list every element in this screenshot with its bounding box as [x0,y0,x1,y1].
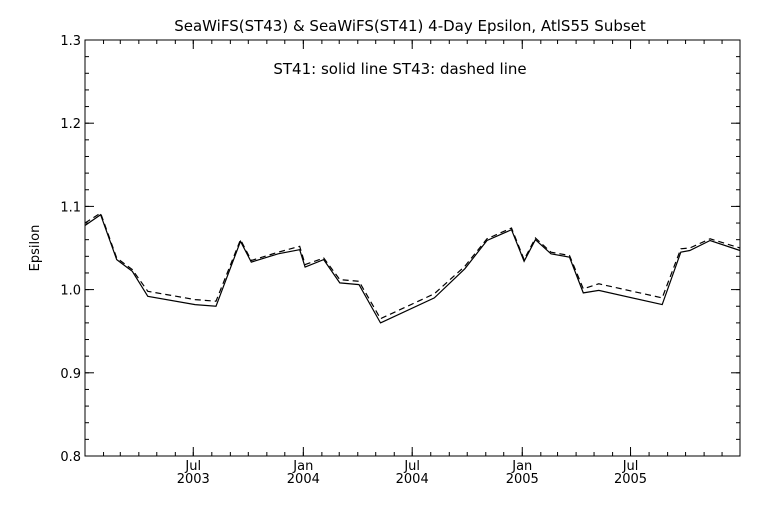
y-tick-label: 0.9 [60,367,81,382]
x-tick-month: Jan [511,459,532,474]
x-tick-year: 2004 [396,472,429,487]
y-tick-label: 1.2 [60,117,81,132]
x-tick-month: Jul [622,459,639,474]
plot-frame [84,39,741,457]
axis-ticks: 0.80.91.01.11.21.3Jul2003Jan2004Jul2004J… [60,34,740,487]
y-tick-label: 1.1 [60,200,81,215]
y-axis-label: Epsilon [28,225,43,272]
x-tick-year: 2005 [506,472,539,487]
y-tick-label: 0.8 [60,450,81,465]
y-tick-label: 1.0 [60,284,81,299]
x-tick-month: Jan [292,459,313,474]
x-tick-year: 2003 [177,472,210,487]
x-tick-month: Jul [403,459,420,474]
x-tick-month: Jul [184,459,201,474]
series-lines [84,212,741,324]
series-line-st43 [84,212,741,320]
chart-legend-note: ST41: solid line ST43: dashed line [273,60,526,78]
series-line-st41 [84,213,741,324]
x-tick-year: 2005 [614,472,647,487]
y-tick-label: 1.3 [60,34,81,49]
x-tick-year: 2004 [287,472,320,487]
chart-title: SeaWiFS(ST43) & SeaWiFS(ST41) 4-Day Epsi… [174,17,646,35]
